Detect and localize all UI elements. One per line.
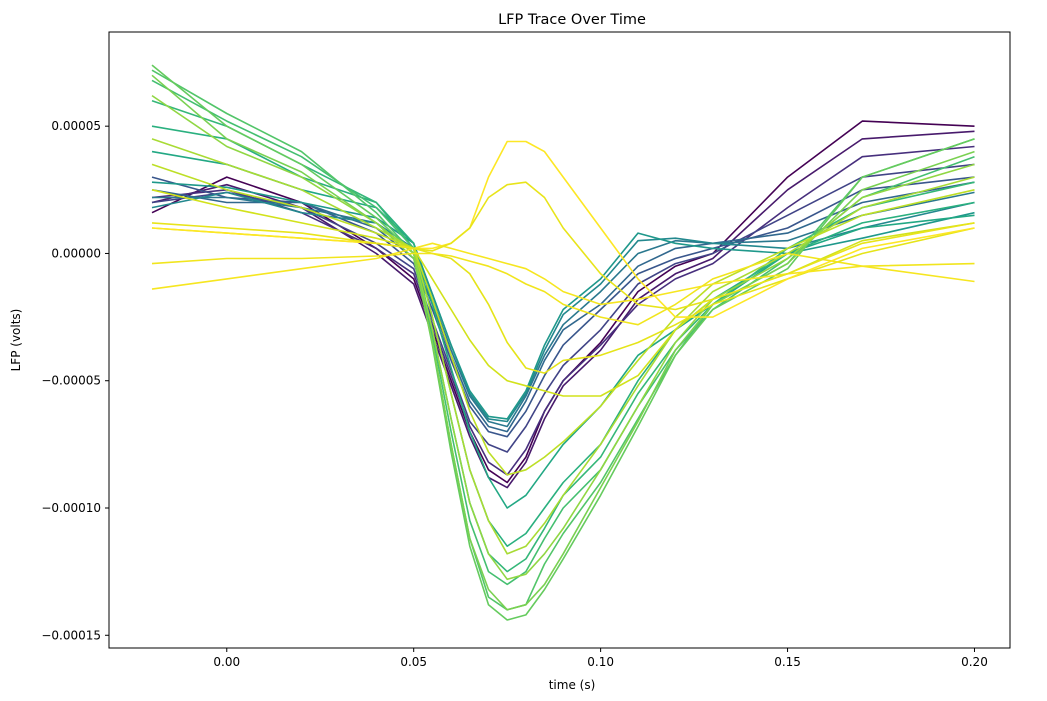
x-axis-ticks: 0.00 0.05 0.10 0.15 0.20 (213, 648, 988, 669)
series-line-1 (151, 120, 975, 484)
x-tick-label-4: 0.15 (774, 655, 801, 669)
series-line-20 (151, 189, 975, 397)
series-line-13 (151, 79, 975, 586)
y-tick-label-2: 0.00000 (51, 246, 101, 260)
series-line-21 (151, 227, 975, 374)
series-line-9 (151, 181, 975, 420)
x-tick-label-3: 0.10 (587, 655, 614, 669)
y-tick-label-4: −0.00010 (41, 501, 101, 515)
x-tick-label-5: 0.20 (961, 655, 988, 669)
series-line-6 (151, 181, 975, 433)
series-line-17 (151, 94, 975, 581)
x-tick-label-1: 0.00 (213, 655, 240, 669)
series-line-18 (151, 138, 975, 555)
series-line-15 (151, 64, 975, 621)
y-tick-label-3: −0.00005 (41, 374, 101, 388)
series-line-3 (151, 145, 975, 476)
series-line-23 (151, 242, 975, 306)
x-tick-label-2: 0.05 (400, 655, 427, 669)
series-layer (151, 64, 975, 621)
chart-title: LFP Trace Over Time (498, 12, 646, 28)
y-axis-ticks: 0.00005 0.00000 −0.00005 −0.00010 −0.00015 (41, 119, 109, 642)
series-line-22 (151, 252, 975, 326)
series-line-12 (151, 99, 975, 573)
series-line-5 (151, 176, 975, 438)
x-axis-label: time (s) (549, 678, 596, 692)
plot-area-frame (108, 31, 1011, 649)
y-tick-label-5: −0.00015 (41, 628, 101, 642)
y-tick-label-1: 0.00005 (51, 119, 101, 133)
series-line-4 (151, 163, 975, 453)
y-axis-label: LFP (volts) (9, 309, 23, 372)
series-line-2 (151, 130, 975, 489)
series-line-25 (151, 181, 975, 311)
series-line-19 (151, 163, 975, 476)
